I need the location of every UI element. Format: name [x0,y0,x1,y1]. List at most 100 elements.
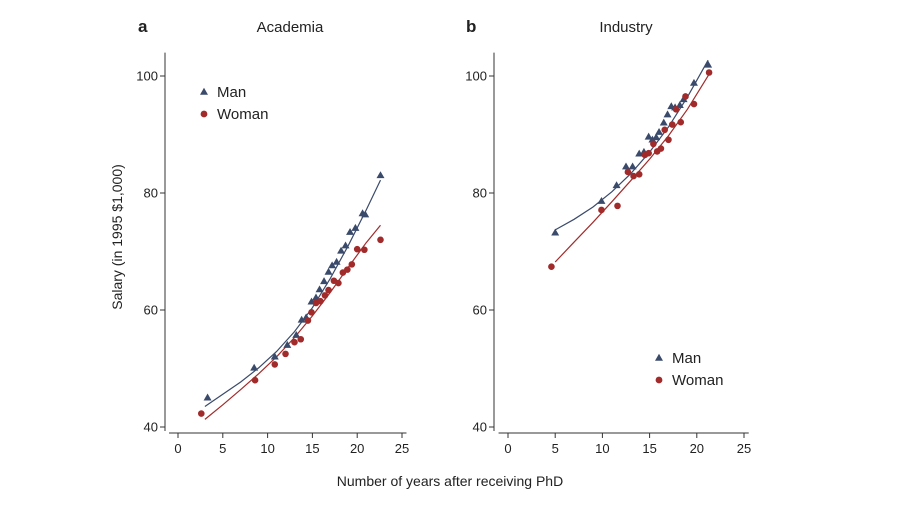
legend-label-man: Man [672,350,701,367]
data-point-woman [308,309,315,316]
data-point-woman [361,246,368,254]
data-point-woman [672,106,680,113]
fit-line-man [204,179,382,407]
data-point-woman [348,261,356,268]
data-point-man [311,293,320,301]
legend-label-woman: Woman [672,372,723,389]
x-tick-label: 25 [737,441,751,456]
data-point-man [297,315,306,323]
legend: Man Woman [655,350,723,389]
panel-title: Industry [599,19,653,36]
legend-label-man: Man [217,84,246,101]
x-tick-label: 10 [595,441,609,456]
data-point-man [324,267,333,275]
data-point-man [320,277,329,285]
x-tick-label: 25 [395,441,409,456]
x-tick-label: 15 [305,441,319,456]
legend-label-woman: Woman [217,106,268,123]
y-tick-label: 40 [144,420,158,435]
data-point-man [622,162,630,170]
data-point-woman [282,350,289,358]
panel-title: Academia [257,19,324,36]
data-point-man [292,330,301,338]
data-point-man [635,149,644,157]
fit-line-woman [204,224,381,420]
x-tick-label: 15 [642,441,656,456]
data-point-woman [661,126,669,134]
legend-marker-woman [655,376,663,384]
data-point-man [704,60,713,68]
data-point-man [250,363,259,371]
data-point-woman [630,172,637,180]
data-point-woman [335,279,342,287]
data-point-man [628,162,637,170]
data-point-man [351,223,360,231]
x-tick-label: 0 [174,441,181,456]
data-point-man [551,228,560,236]
data-point-woman [377,236,384,244]
data-point-woman [635,170,643,178]
data-point-woman [344,266,351,273]
data-point-man [612,181,621,189]
data-point-woman [291,338,298,346]
x-tick-label: 5 [552,441,559,456]
data-point-woman [665,136,672,144]
data-point-man [659,118,668,126]
data-point-man [675,101,684,108]
y-axis-label: Salary (in 1995 $1,000) [109,164,125,310]
panel-academia: a Academia 40 60 80 100 0 5 10 15 20 25 Man Woman [136,17,409,456]
x-tick-label: 0 [504,441,511,456]
data-point-man [315,285,324,293]
panel-letter: b [466,17,476,36]
data-point-man [652,133,661,141]
data-point-man [597,196,606,204]
y-tick-label: 60 [144,303,158,318]
data-point-woman [297,335,305,343]
data-point-woman [650,140,657,148]
data-point-woman [677,118,685,126]
data-point-woman [251,376,259,384]
data-point-man [689,78,698,86]
data-point-woman [325,286,332,294]
data-point-man [270,352,279,360]
x-tick-label: 20 [350,441,364,456]
data-point-man [655,127,664,135]
data-point-woman [321,292,329,299]
y-tick-label: 40 [473,420,487,435]
data-point-woman [598,206,605,214]
data-point-man [337,246,346,254]
data-point-woman [657,145,665,152]
data-point-woman [317,297,324,305]
fit-line-man [554,59,709,231]
data-point-man [361,210,370,218]
fit-line-woman [554,73,710,263]
data-point-man [346,227,355,235]
data-point-woman [624,168,632,176]
data-point-man [341,241,350,249]
data-point-man [332,257,341,265]
legend-marker-woman [200,110,208,118]
data-point-woman [353,245,361,253]
data-point-woman [304,317,312,324]
x-axis-label: Number of years after receiving PhD [337,473,563,489]
data-point-woman [705,69,713,76]
legend-marker-man [655,353,663,361]
x-tick-label: 20 [690,441,704,456]
data-point-woman [614,202,621,210]
data-point-woman [548,263,555,271]
data-point-man [203,393,212,401]
data-point-man [376,171,385,179]
data-point-man [663,110,672,118]
legend: Man Woman [200,84,268,123]
y-tick-label: 80 [144,186,158,201]
data-point-man [328,261,337,269]
x-tick-label: 5 [219,441,226,456]
data-point-woman [682,93,689,100]
data-point-woman [690,100,698,108]
panel-industry: b Industry 40 60 80 100 0 5 10 15 20 25 Man Woman [465,17,751,456]
data-point-man [283,340,292,348]
x-tick-label: 10 [260,441,274,456]
legend-marker-man [200,87,208,95]
data-point-woman [668,121,676,128]
